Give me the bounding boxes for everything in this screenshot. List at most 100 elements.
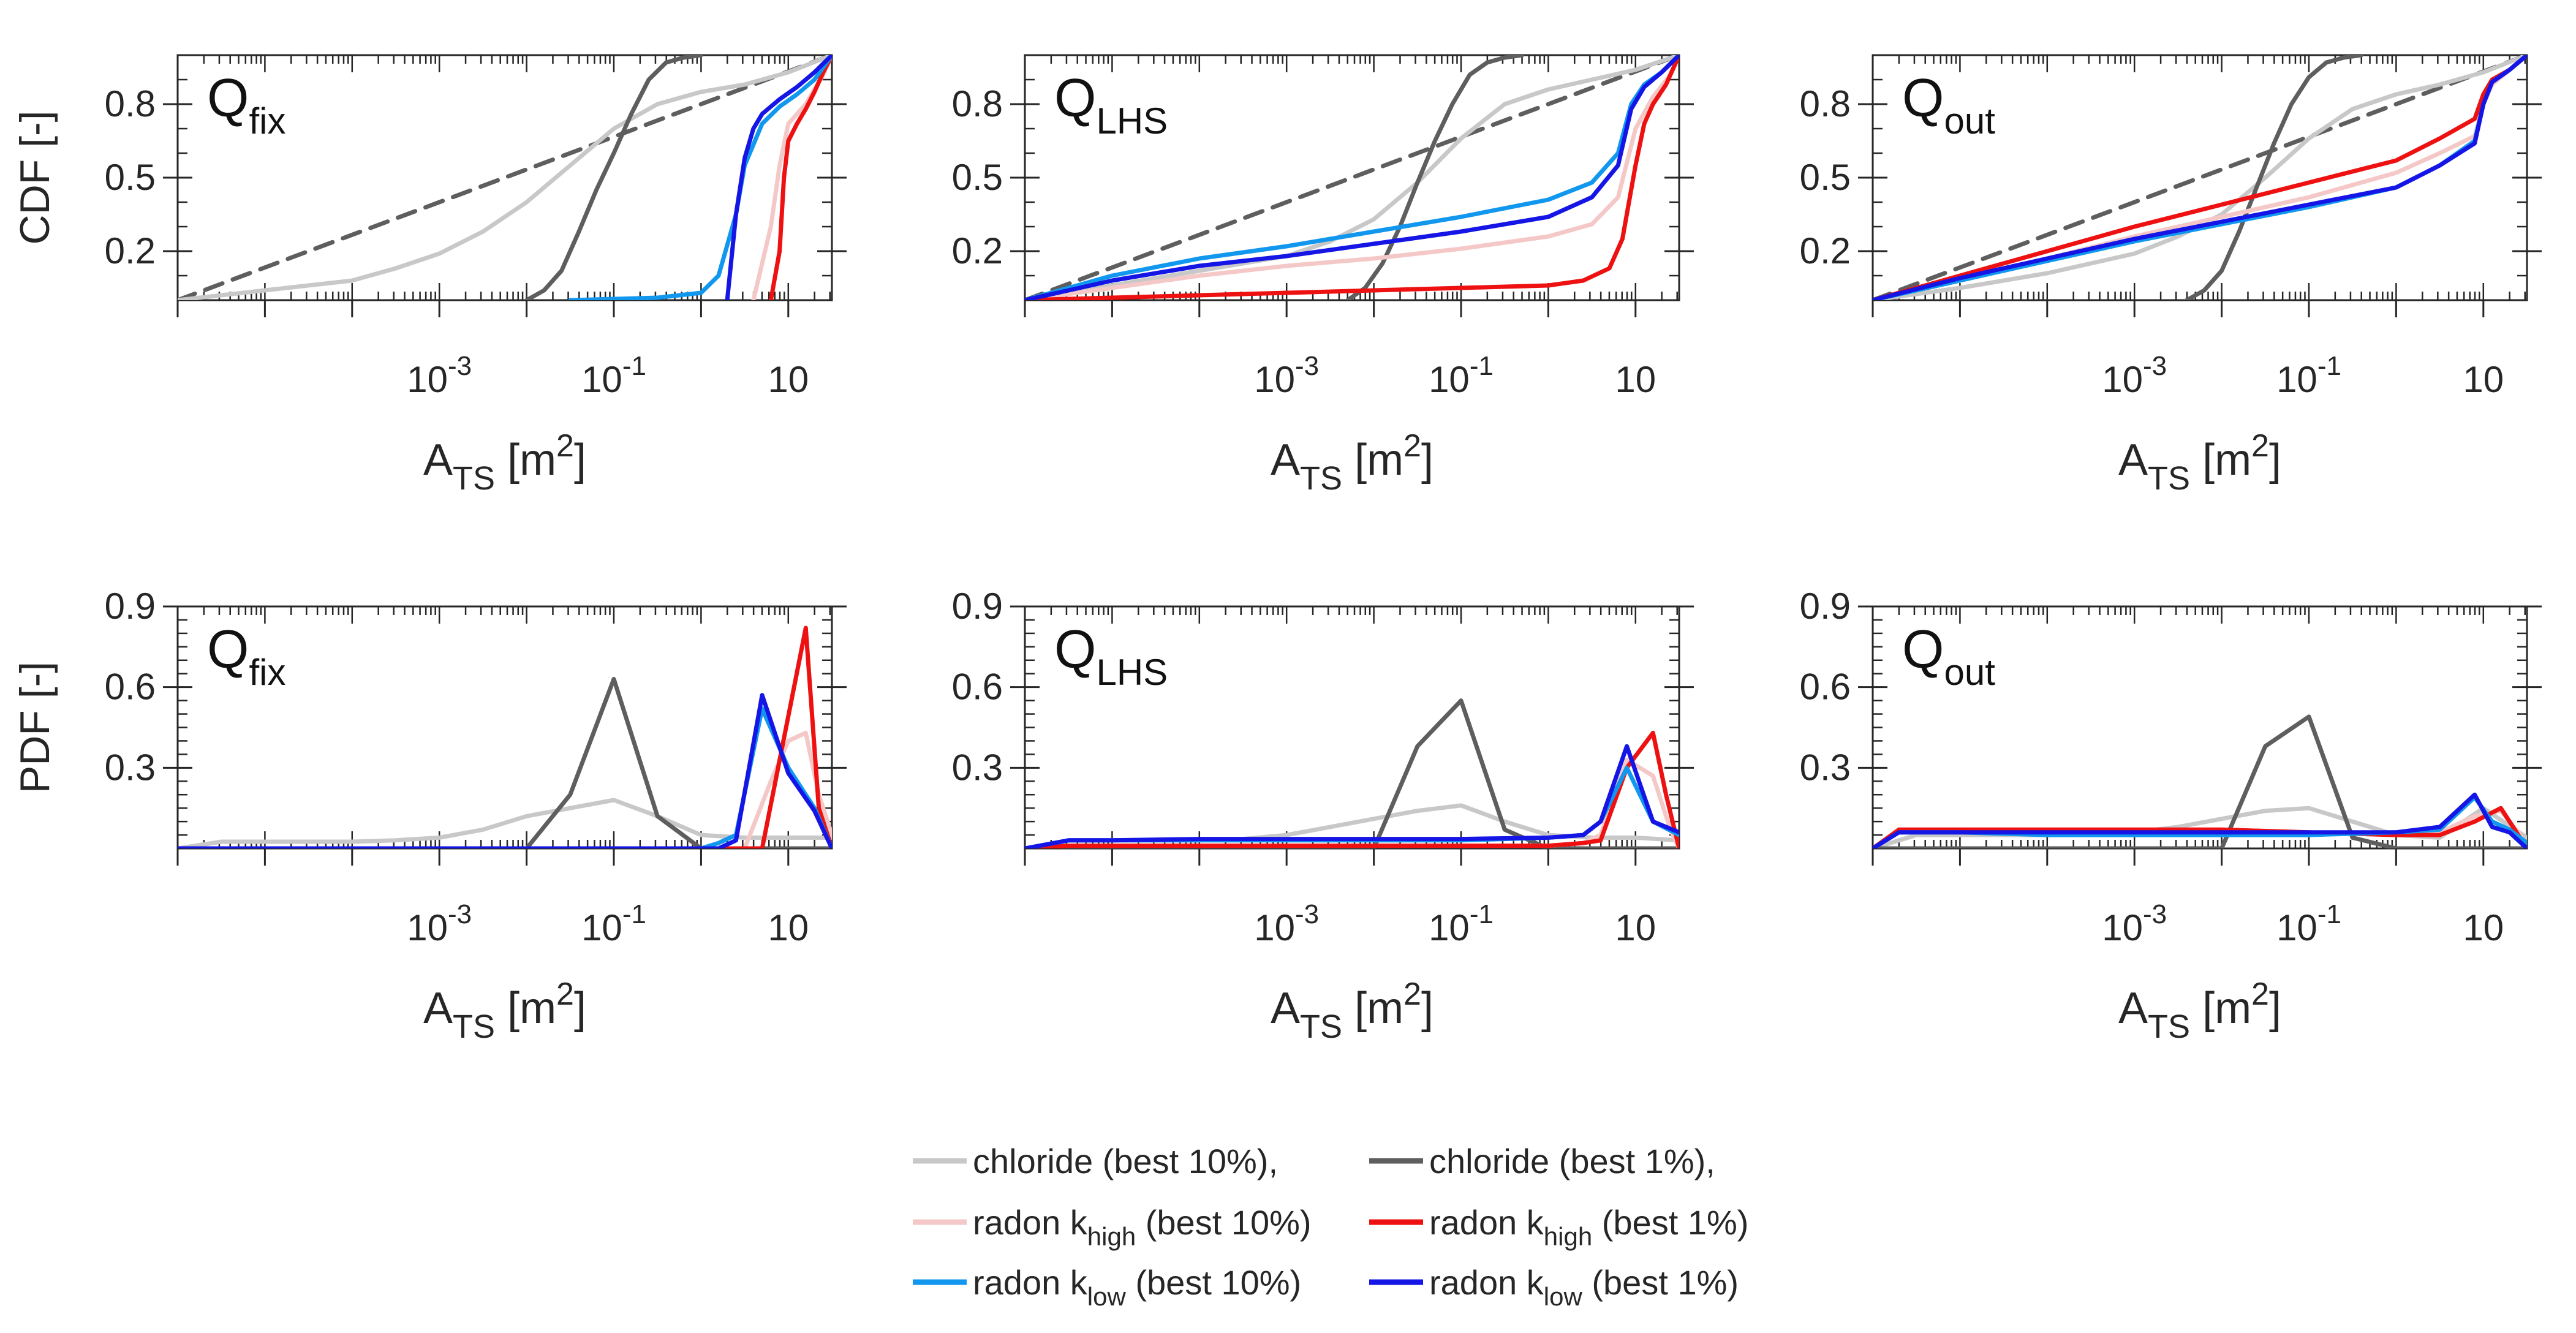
- series-group: [1873, 55, 2527, 300]
- series-line-4: [1025, 55, 1679, 300]
- legend-label-main: chloride (best 1%),: [1429, 1142, 1715, 1180]
- legend-label-main: radon k: [973, 1203, 1088, 1242]
- y-axis-title: PDF [-]: [12, 662, 58, 793]
- x-tick-label: 10: [1615, 907, 1656, 948]
- x-title-close: ]: [1421, 436, 1433, 485]
- y-tick-label: 0.8: [1800, 83, 1851, 124]
- panel-label-sub: LHS: [1096, 652, 1168, 693]
- panel-label: QLHS: [1054, 619, 1168, 693]
- panel-label: Qfix: [207, 67, 285, 142]
- x-title-sup: 2: [1403, 428, 1421, 464]
- series-line-2: [1873, 55, 2527, 300]
- x-tick-label: 10-1: [581, 351, 646, 400]
- panel-label-main: Q: [207, 67, 249, 128]
- x-title-main: A: [423, 984, 453, 1033]
- legend-label-sub: low: [1087, 1282, 1127, 1311]
- x-tick-base: 10: [407, 907, 448, 948]
- x-title-main: A: [2118, 984, 2148, 1033]
- x-tick-base: 10: [2276, 907, 2317, 948]
- x-tick-exponent: -3: [1295, 899, 1319, 929]
- x-tick-base: 10: [1254, 907, 1295, 948]
- x-axis-title: ATS [m2]: [2118, 428, 2281, 497]
- series-line-5: [178, 706, 832, 848]
- x-title-sub: TS: [453, 1008, 495, 1045]
- panel-label: QLHS: [1054, 67, 1168, 142]
- panel-label-sub: fix: [249, 652, 285, 693]
- x-title-main: A: [1271, 984, 1300, 1033]
- x-tick-label: 10-3: [2102, 899, 2167, 948]
- x-tick-exponent: -1: [2317, 351, 2341, 381]
- series-group: [178, 55, 832, 300]
- x-title-unit: [m: [2190, 984, 2251, 1033]
- y-tick-label: 0.9: [1800, 586, 1851, 627]
- series-line-3: [178, 730, 832, 848]
- x-title-close: ]: [2269, 436, 2281, 485]
- x-tick-exponent: -1: [1470, 899, 1494, 929]
- legend-label-sub: high: [1544, 1222, 1592, 1251]
- x-tick-base: 10: [1615, 359, 1656, 400]
- x-title-close: ]: [574, 984, 586, 1033]
- y-tick-label: 0.3: [1800, 747, 1851, 788]
- x-tick-label: 10: [768, 359, 809, 400]
- panel-label: Qfix: [207, 619, 285, 693]
- x-tick-exponent: -3: [2143, 899, 2167, 929]
- x-tick-base: 10: [1429, 907, 1470, 948]
- x-tick-label: 10-3: [407, 351, 472, 400]
- series-group: [1025, 55, 1679, 300]
- series-group: [1873, 714, 2527, 848]
- x-axis-title: ATS [m2]: [1271, 428, 1433, 497]
- panel-label-main: Q: [1902, 67, 1944, 128]
- x-tick-base: 10: [768, 359, 809, 400]
- legend-label-main: radon k: [973, 1263, 1088, 1302]
- x-axis-title: ATS [m2]: [423, 976, 586, 1045]
- legend-entry-label: radon klow (best 1%): [1429, 1263, 1739, 1311]
- x-tick-base: 10: [407, 359, 448, 400]
- legend-label-main: radon k: [1429, 1203, 1544, 1242]
- panel-label-sub: LHS: [1096, 100, 1168, 142]
- x-title-main: A: [423, 436, 453, 485]
- x-title-sub: TS: [1300, 1008, 1342, 1045]
- reference-line-dashed: [1025, 55, 1679, 300]
- x-title-close: ]: [574, 436, 586, 485]
- legend-label-suffix: (best 1%): [1592, 1203, 1748, 1242]
- x-title-sub: TS: [1300, 460, 1342, 497]
- legend-label-suffix: (best 10%): [1136, 1203, 1311, 1242]
- y-tick-label: 0.8: [105, 83, 156, 124]
- x-tick-label: 10: [2463, 359, 2504, 400]
- x-tick-base: 10: [2102, 907, 2143, 948]
- y-axis-title: CDF [-]: [12, 110, 58, 244]
- x-tick-exponent: -3: [448, 351, 472, 381]
- x-title-sub: TS: [2148, 1008, 2190, 1045]
- x-tick-label: 10-3: [407, 899, 472, 948]
- panel-label-sub: out: [1944, 100, 1995, 142]
- x-tick-base: 10: [1254, 359, 1295, 400]
- x-title-sup: 2: [1403, 976, 1421, 1012]
- x-tick-base: 10: [581, 907, 622, 948]
- series-line-2: [1873, 714, 2527, 848]
- series-line-2: [1025, 698, 1679, 848]
- x-title-unit: [m: [495, 984, 556, 1033]
- axes-box: [1024, 605, 1680, 850]
- x-tick-exponent: -1: [1470, 351, 1494, 381]
- x-tick-base: 10: [768, 907, 809, 948]
- series-group: [1025, 698, 1679, 848]
- x-tick-label: 10-1: [581, 899, 646, 948]
- x-tick-base: 10: [2463, 907, 2504, 948]
- x-tick-base: 10: [2276, 359, 2317, 400]
- x-tick-base: 10: [1615, 907, 1656, 948]
- x-tick-label: 10-3: [2102, 351, 2167, 400]
- x-tick-label: 10: [1615, 359, 1656, 400]
- axes-box: [176, 605, 833, 850]
- legend-label-sub: high: [1087, 1222, 1136, 1251]
- reference-line-dashed: [178, 55, 832, 300]
- series-line-1: [178, 798, 832, 848]
- series-line-6: [178, 693, 832, 848]
- panel-label-sub: out: [1944, 652, 1995, 693]
- series-line-7: [725, 55, 832, 300]
- series-line-3: [524, 55, 703, 300]
- x-tick-label: 10-3: [1254, 899, 1319, 948]
